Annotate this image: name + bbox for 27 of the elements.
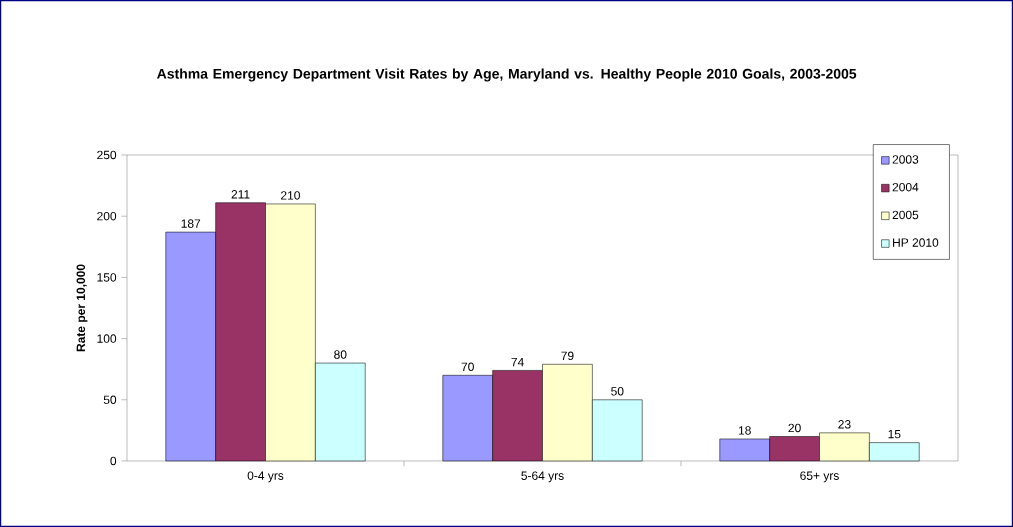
x-tick-label: 5-64 yrs	[521, 471, 564, 483]
y-tick-label: 50	[103, 395, 117, 405]
data-label: 15	[888, 429, 901, 439]
data-label: 50	[611, 387, 624, 396]
data-label: 187	[181, 219, 201, 228]
legend-label: 2005	[892, 210, 919, 220]
x-tick-label: 0-4 yrs	[247, 471, 284, 483]
data-label: 20	[788, 423, 801, 433]
data-label: 74	[511, 357, 524, 367]
data-label: 79	[561, 351, 574, 361]
legend-label: 2004	[892, 182, 919, 192]
y-tick-label: 0	[110, 456, 117, 466]
data-label: 210	[281, 191, 300, 200]
legend-label: HP 2010	[893, 238, 939, 247]
y-tick-label: 200	[97, 211, 117, 221]
x-tick-label: 65+ yrs	[800, 471, 839, 483]
y-tick-label: 250	[97, 150, 117, 160]
data-label: 70	[461, 362, 474, 372]
data-label: 23	[838, 420, 851, 429]
data-label: 18	[738, 426, 751, 435]
data-label: 80	[334, 350, 347, 359]
y-tick-label: 150	[97, 273, 117, 282]
data-label: 211	[231, 190, 250, 199]
chart-title: Asthma Emergency Department Visit Rates by Age, Maryland vs. Healthy People 2010 Goals, 2003-2005	[157, 68, 857, 82]
legend-label: 2003	[892, 155, 919, 164]
y-axis-title: Rate per 10,000	[76, 264, 88, 352]
y-tick-label: 100	[97, 334, 117, 343]
